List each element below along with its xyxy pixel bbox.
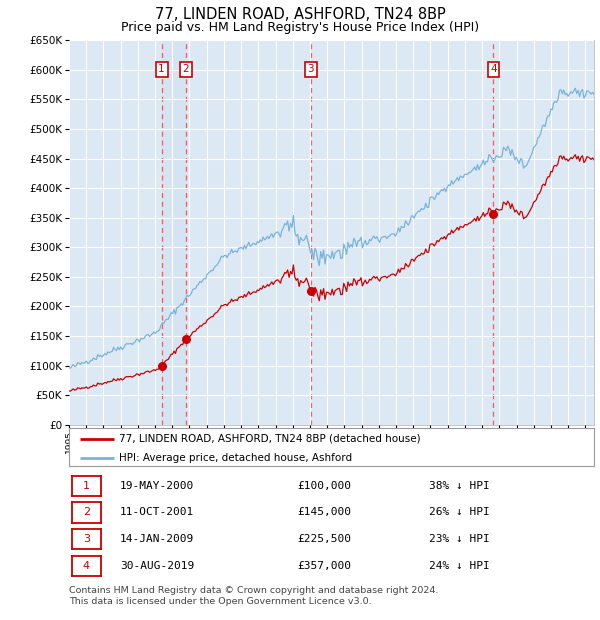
Text: 4: 4 <box>490 64 497 74</box>
Text: 2: 2 <box>83 507 90 518</box>
Text: This data is licensed under the Open Government Licence v3.0.: This data is licensed under the Open Gov… <box>69 597 371 606</box>
Text: 1: 1 <box>83 480 90 491</box>
Text: 2: 2 <box>182 64 189 74</box>
Text: 30-AUG-2019: 30-AUG-2019 <box>120 560 194 571</box>
Text: 77, LINDEN ROAD, ASHFORD, TN24 8BP (detached house): 77, LINDEN ROAD, ASHFORD, TN24 8BP (deta… <box>119 433 421 443</box>
Text: 14-JAN-2009: 14-JAN-2009 <box>120 534 194 544</box>
Text: 3: 3 <box>307 64 314 74</box>
Text: 77, LINDEN ROAD, ASHFORD, TN24 8BP: 77, LINDEN ROAD, ASHFORD, TN24 8BP <box>155 7 445 22</box>
Text: Contains HM Land Registry data © Crown copyright and database right 2024.: Contains HM Land Registry data © Crown c… <box>69 586 439 595</box>
Text: £225,500: £225,500 <box>297 534 351 544</box>
Text: 3: 3 <box>83 534 90 544</box>
Text: 11-OCT-2001: 11-OCT-2001 <box>120 507 194 518</box>
Text: £357,000: £357,000 <box>297 560 351 571</box>
Text: 23% ↓ HPI: 23% ↓ HPI <box>429 534 490 544</box>
Text: £100,000: £100,000 <box>297 480 351 491</box>
Text: 4: 4 <box>83 560 90 571</box>
Bar <box>161 40 186 425</box>
Text: 24% ↓ HPI: 24% ↓ HPI <box>429 560 490 571</box>
Text: £145,000: £145,000 <box>297 507 351 518</box>
Text: HPI: Average price, detached house, Ashford: HPI: Average price, detached house, Ashf… <box>119 453 352 463</box>
Text: 19-MAY-2000: 19-MAY-2000 <box>120 480 194 491</box>
Text: Price paid vs. HM Land Registry's House Price Index (HPI): Price paid vs. HM Land Registry's House … <box>121 21 479 34</box>
Text: 26% ↓ HPI: 26% ↓ HPI <box>429 507 490 518</box>
Text: 38% ↓ HPI: 38% ↓ HPI <box>429 480 490 491</box>
Text: 1: 1 <box>158 64 165 74</box>
